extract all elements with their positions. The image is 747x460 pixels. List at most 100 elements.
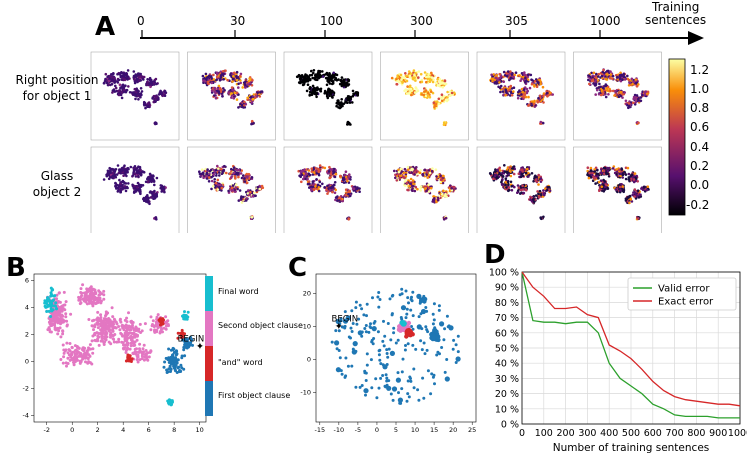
embedding-point [498, 86, 502, 90]
embedding-point [586, 173, 589, 177]
embedding-point [328, 176, 332, 180]
embedding-point [619, 189, 622, 192]
embedding-point [624, 99, 628, 103]
embedding-point [498, 169, 502, 172]
embedding-point [619, 172, 622, 175]
embedding-point [213, 90, 217, 94]
embedding-point [149, 85, 152, 89]
embedding-point [439, 82, 442, 86]
embedding-point [613, 94, 616, 97]
embedding-point [231, 188, 235, 192]
embedding-point [248, 77, 251, 80]
embedding-point [216, 188, 220, 191]
embedding-point [142, 78, 145, 81]
embedding-point [432, 101, 436, 104]
embedding-point [412, 182, 415, 185]
embedding-point [342, 84, 346, 87]
embedding-point [244, 86, 247, 89]
embedding-point [94, 339, 98, 343]
timeline-tick-label: 30 [230, 14, 246, 28]
embedding-point [636, 180, 639, 183]
embedding-point [119, 187, 123, 190]
embedding-point [148, 76, 152, 80]
embedding-point [510, 93, 514, 97]
embedding-point [251, 194, 255, 198]
embedding-point [126, 69, 130, 72]
embedding-point [243, 100, 246, 104]
embedding-point [306, 83, 310, 86]
embedding-point [520, 93, 523, 96]
embedding-point [136, 181, 140, 185]
embedding-point [300, 173, 304, 177]
embedding-point [328, 170, 331, 173]
embedding-point [504, 177, 508, 180]
embedding-subplot [187, 51, 276, 141]
embedding-point [498, 81, 501, 84]
embedding-point [153, 194, 156, 197]
embedding-point [146, 196, 150, 199]
embedding-point [352, 187, 356, 190]
embedding-point [419, 72, 423, 76]
embedding-point [594, 82, 598, 85]
embedding-point [205, 177, 209, 180]
embedding-point [208, 169, 212, 173]
embedding-point [249, 190, 252, 194]
embedding-point [437, 102, 441, 105]
embedding-point [233, 72, 236, 75]
embedding-point [233, 175, 237, 178]
embedding-point [542, 92, 546, 95]
embedding-point [408, 91, 411, 94]
embedding-point [65, 319, 69, 323]
embedding-point [149, 81, 152, 84]
embedding-point [337, 78, 340, 81]
embedding-point [631, 82, 634, 86]
embedding-point [155, 95, 159, 98]
embedding-point [89, 295, 93, 299]
embedding-point [219, 183, 222, 187]
embedding-point [510, 185, 513, 188]
embedding-point [439, 178, 443, 181]
embedding-point [216, 164, 219, 168]
embedding-point [230, 96, 233, 99]
embedding-point [407, 168, 410, 171]
embedding-point [532, 200, 536, 203]
embedding-point [590, 71, 593, 75]
embedding-point [620, 168, 624, 171]
embedding-point [595, 72, 598, 76]
embedding-point [224, 69, 227, 72]
embedding-point [329, 90, 332, 93]
embedding-point [336, 195, 339, 198]
embedding-point [513, 73, 516, 77]
embedding-point [152, 175, 155, 178]
embedding-point [420, 93, 424, 96]
embedding-point [55, 312, 59, 316]
embedding-point [604, 183, 608, 186]
embedding-point [142, 75, 146, 79]
embedding-point [124, 189, 128, 193]
embedding-point [399, 73, 403, 77]
embedding-point [331, 79, 334, 83]
embedding-point [143, 103, 146, 107]
embedding-point [408, 184, 412, 188]
embedding-point [634, 95, 637, 99]
embedding-point [410, 171, 414, 174]
embedding-point [602, 91, 605, 94]
embedding-point [210, 179, 214, 183]
embedding-point [99, 316, 103, 319]
embedding-point [401, 75, 404, 79]
embedding-point [155, 192, 158, 195]
embedding-point [220, 73, 224, 76]
embedding-point [536, 100, 539, 103]
embedding-point [524, 188, 528, 191]
embedding-point [335, 104, 338, 108]
embedding-point [317, 88, 321, 91]
embedding-point [530, 104, 534, 107]
embedding-point [607, 166, 611, 170]
embedding-point [231, 184, 235, 187]
embedding-point [540, 217, 543, 221]
embedding-point [250, 119, 254, 123]
embedding-point [499, 173, 503, 177]
embedding-point [586, 166, 590, 169]
embedding-point [149, 190, 152, 193]
embedding-point [344, 173, 347, 177]
